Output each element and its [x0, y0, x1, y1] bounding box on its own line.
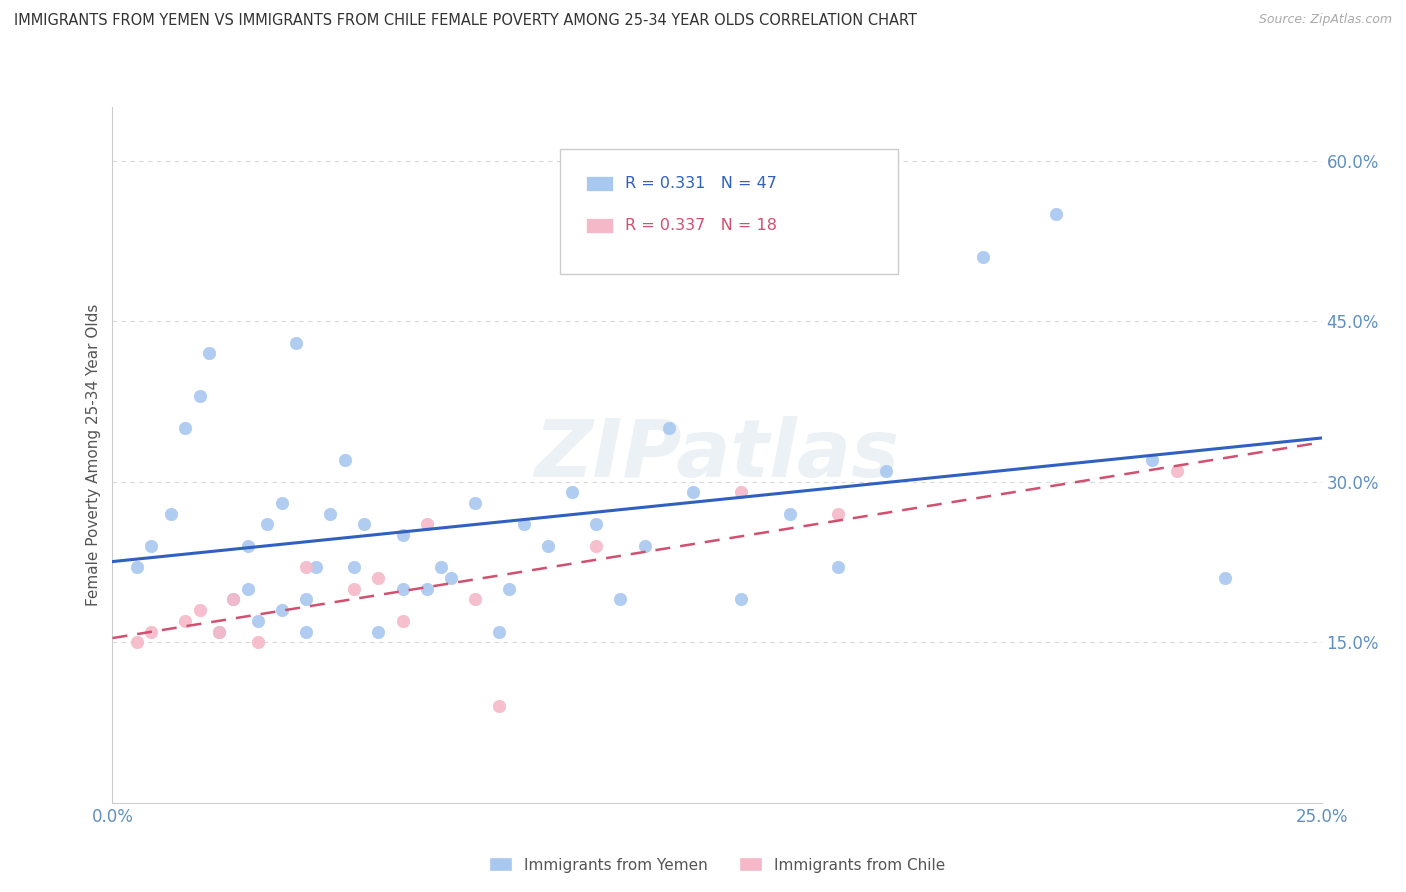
- Point: [730, 485, 752, 500]
- Point: [188, 389, 211, 403]
- Point: [295, 592, 318, 607]
- Point: [285, 335, 308, 350]
- Point: [391, 528, 413, 542]
- Text: IMMIGRANTS FROM YEMEN VS IMMIGRANTS FROM CHILE FEMALE POVERTY AMONG 25-34 YEAR O: IMMIGRANTS FROM YEMEN VS IMMIGRANTS FROM…: [14, 13, 917, 29]
- Point: [367, 571, 389, 585]
- Point: [319, 507, 342, 521]
- Point: [391, 614, 413, 628]
- Point: [633, 539, 655, 553]
- Point: [343, 582, 366, 596]
- Point: [295, 624, 318, 639]
- Point: [1142, 453, 1164, 467]
- Point: [208, 624, 231, 639]
- Point: [236, 539, 259, 553]
- Point: [730, 592, 752, 607]
- Point: [512, 517, 534, 532]
- Text: Source: ZipAtlas.com: Source: ZipAtlas.com: [1258, 13, 1392, 27]
- Point: [682, 485, 704, 500]
- Point: [343, 560, 366, 574]
- Point: [827, 507, 849, 521]
- Point: [585, 539, 607, 553]
- Point: [609, 592, 631, 607]
- Point: [198, 346, 221, 360]
- Text: R = 0.337   N = 18: R = 0.337 N = 18: [626, 218, 778, 233]
- Point: [141, 624, 163, 639]
- FancyBboxPatch shape: [560, 149, 898, 274]
- Point: [367, 624, 389, 639]
- Point: [174, 421, 197, 435]
- Point: [222, 592, 245, 607]
- Legend: Immigrants from Yemen, Immigrants from Chile: Immigrants from Yemen, Immigrants from C…: [484, 851, 950, 879]
- Point: [270, 603, 292, 617]
- Point: [537, 539, 560, 553]
- Point: [779, 507, 801, 521]
- Point: [391, 582, 413, 596]
- Point: [464, 496, 486, 510]
- Point: [1213, 571, 1236, 585]
- Point: [585, 517, 607, 532]
- Point: [1166, 464, 1188, 478]
- Point: [141, 539, 163, 553]
- Point: [246, 635, 269, 649]
- Point: [246, 614, 269, 628]
- Point: [488, 699, 510, 714]
- Point: [304, 560, 326, 574]
- Point: [488, 624, 510, 639]
- Point: [333, 453, 356, 467]
- Point: [208, 624, 231, 639]
- Point: [498, 582, 520, 596]
- Point: [1045, 207, 1067, 221]
- Bar: [586, 218, 613, 233]
- Point: [561, 485, 583, 500]
- Point: [236, 582, 259, 596]
- Point: [416, 517, 439, 532]
- Y-axis label: Female Poverty Among 25-34 Year Olds: Female Poverty Among 25-34 Year Olds: [86, 304, 101, 606]
- Point: [159, 507, 181, 521]
- Point: [270, 496, 292, 510]
- Point: [416, 582, 439, 596]
- Text: ZIPatlas: ZIPatlas: [534, 416, 900, 494]
- Point: [188, 603, 211, 617]
- Point: [353, 517, 375, 532]
- Bar: [586, 176, 613, 191]
- Point: [440, 571, 463, 585]
- Point: [875, 464, 897, 478]
- Point: [658, 421, 681, 435]
- Point: [972, 250, 994, 264]
- Point: [174, 614, 197, 628]
- Point: [125, 560, 148, 574]
- Point: [222, 592, 245, 607]
- Point: [430, 560, 453, 574]
- Point: [256, 517, 278, 532]
- Point: [827, 560, 849, 574]
- Text: R = 0.331   N = 47: R = 0.331 N = 47: [626, 176, 778, 191]
- Point: [125, 635, 148, 649]
- Point: [464, 592, 486, 607]
- Point: [295, 560, 318, 574]
